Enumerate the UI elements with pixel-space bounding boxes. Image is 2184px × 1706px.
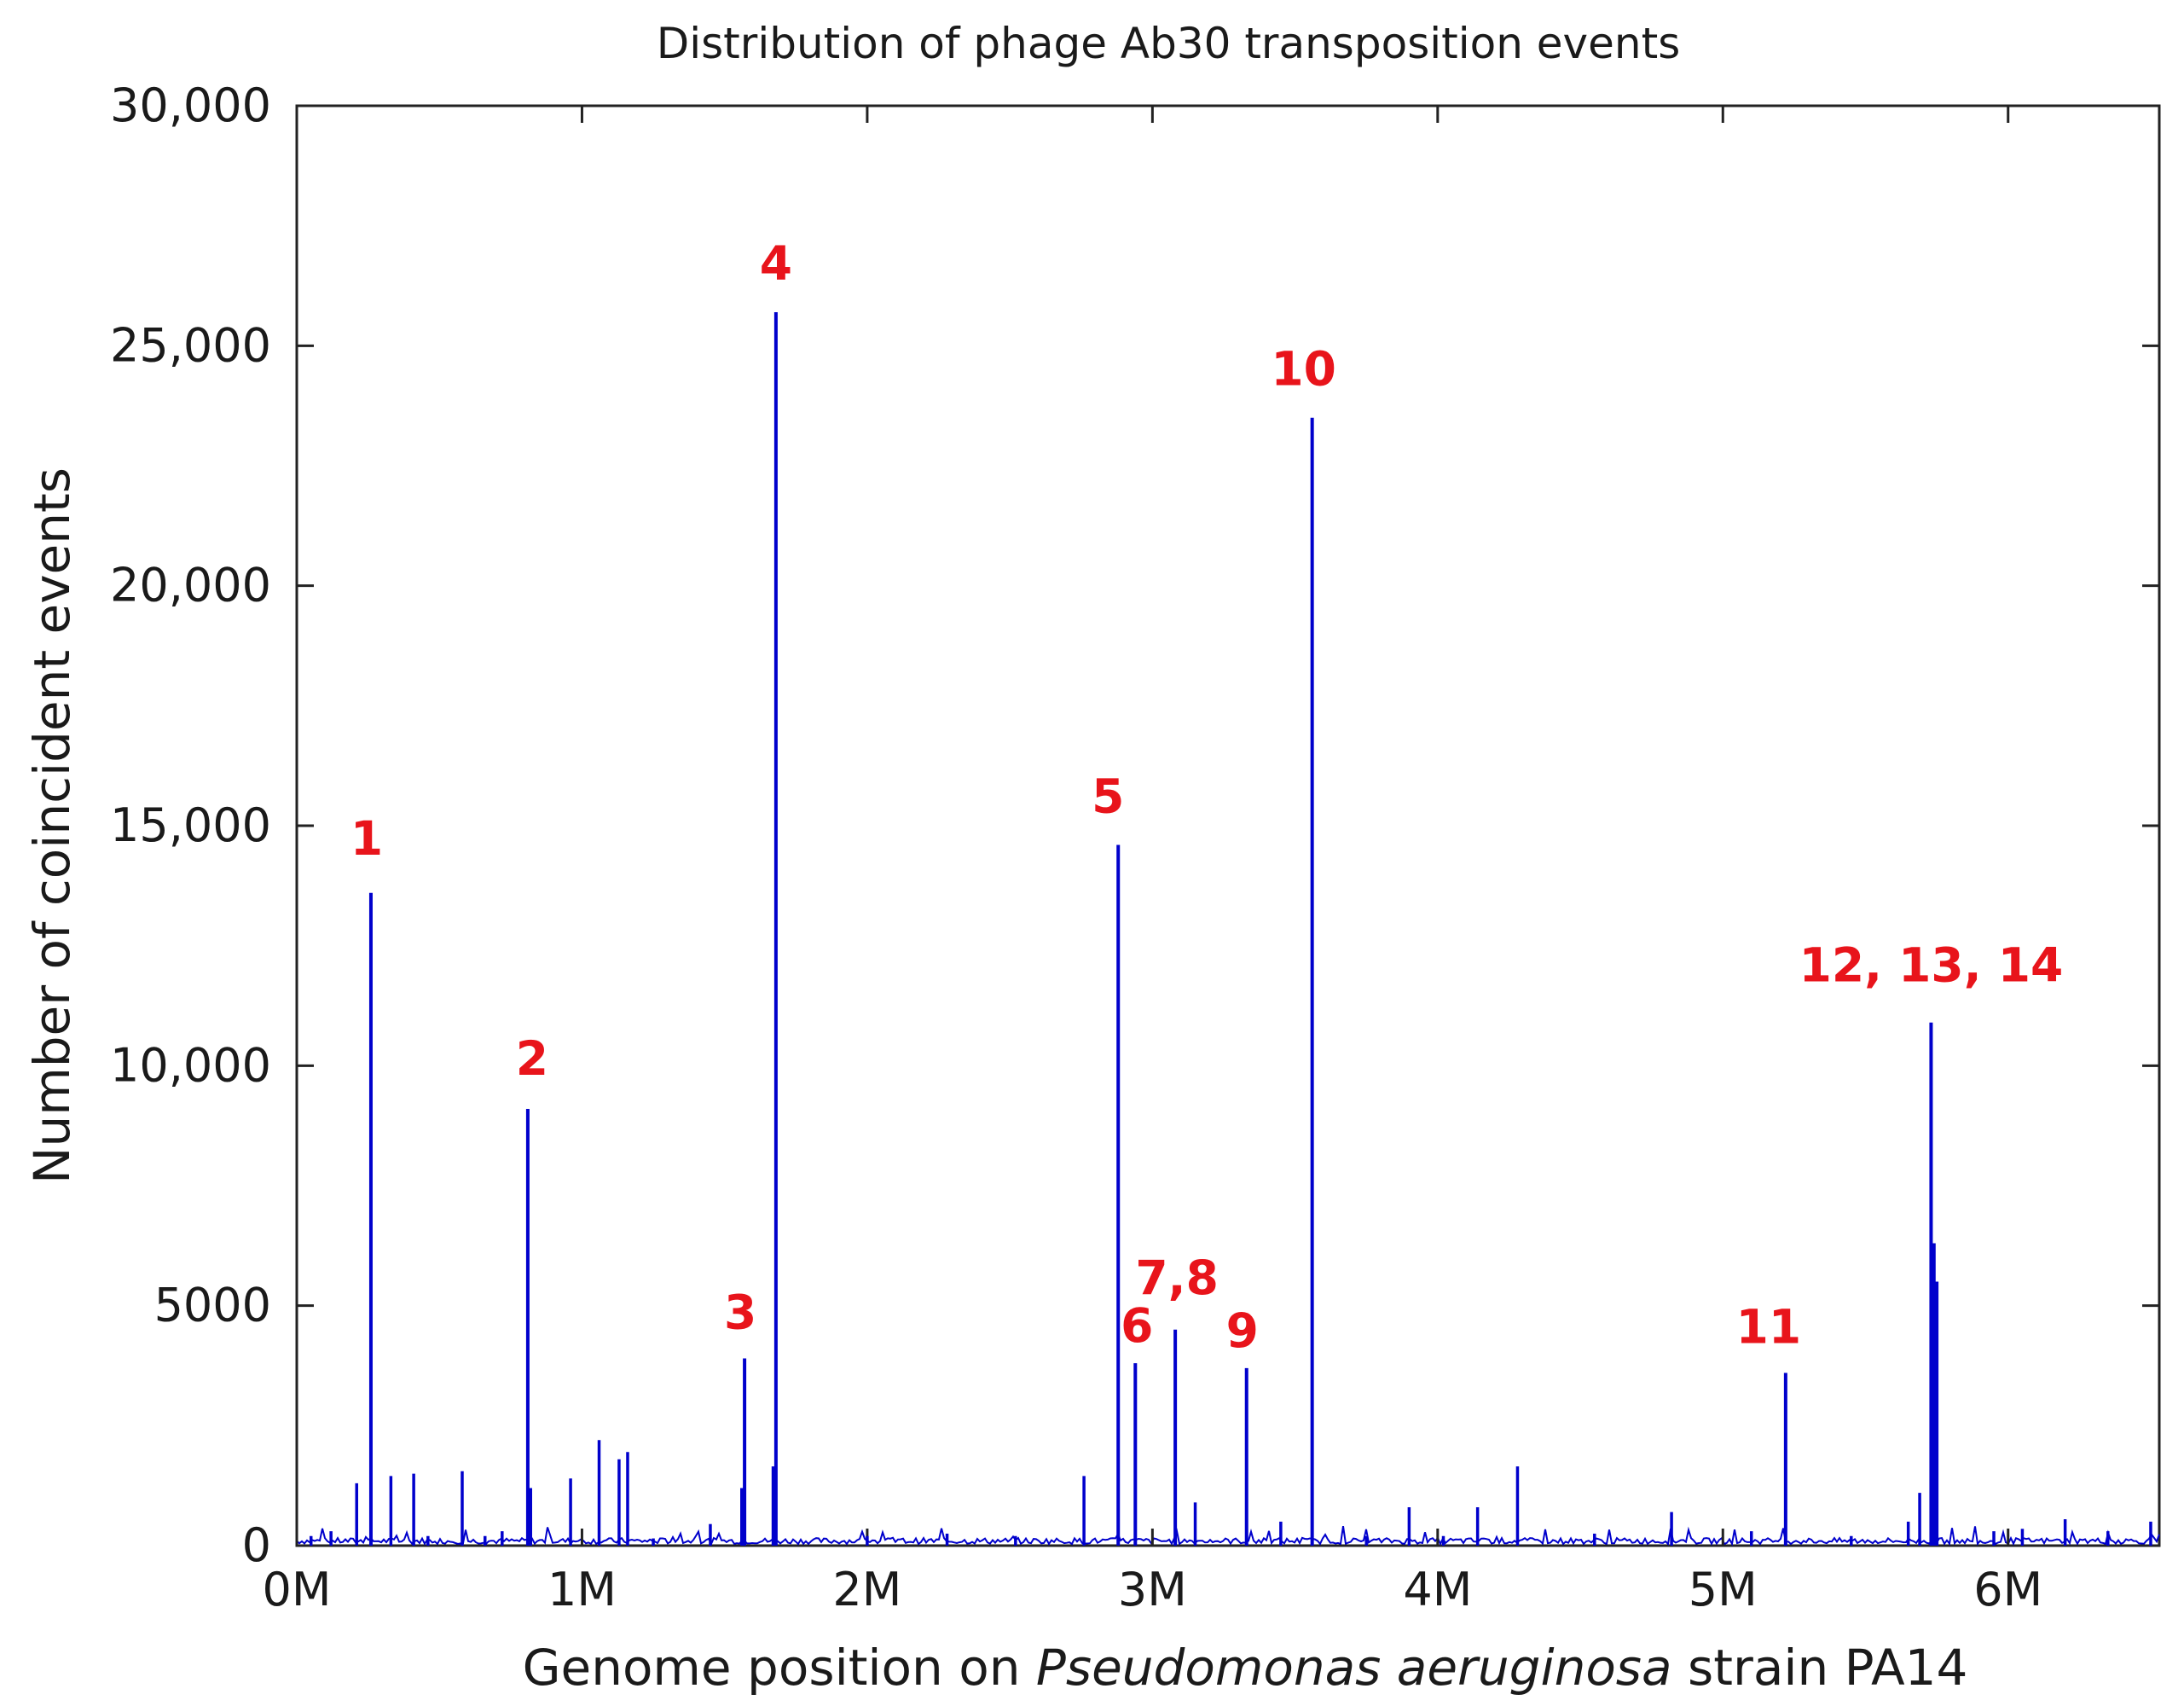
peak-label-4: 5 (1092, 769, 1124, 824)
x-tick-label-1: 1M (547, 1563, 617, 1616)
x-tick-label-6: 6M (1973, 1563, 2042, 1616)
peak-label-9: 11 (1736, 1299, 1802, 1354)
peak-annotations: 1 2 3 4 5 67,89 10 11 12, 13, 14 (350, 236, 2063, 1358)
y-tick-label-1: 5000 (154, 1279, 271, 1332)
peak-label-8: 10 (1271, 342, 1336, 397)
x-axis-title-species: Pseudomonas aeruginosa (1036, 1639, 1672, 1697)
peak-label-6: 7,8 (1135, 1250, 1218, 1305)
y-tick-label-6: 30,000 (110, 78, 271, 132)
y-tick-label-3: 15,000 (110, 798, 271, 852)
x-tick-label-4: 4M (1403, 1563, 1472, 1616)
x-tick-label-0: 0M (263, 1563, 332, 1616)
event-bars (309, 311, 2152, 1546)
x-axis-title-prefix: Genome position on (523, 1639, 1036, 1697)
y-tick-label-2: 10,000 (110, 1038, 271, 1092)
plot-area: 0 5000 10,000 15,000 20,000 25,000 30,000 0M 1M… (110, 78, 2161, 1616)
peak-label-5: 6 (1121, 1298, 1153, 1353)
x-tick-label-2: 2M (832, 1563, 901, 1616)
y-tick-label-5: 25,000 (110, 318, 271, 372)
peak-label-2: 3 (724, 1285, 756, 1340)
peak-label-0: 1 (350, 811, 383, 866)
peak-label-3: 4 (760, 236, 792, 291)
baseline-noise-trace (296, 1526, 2160, 1546)
x-axis-ticks: 0M 1M 2M 3M 4M 5M 6M (263, 106, 2042, 1616)
y-tick-label-4: 20,000 (110, 559, 271, 612)
x-tick-label-3: 3M (1118, 1563, 1187, 1616)
chart-title: Distribution of phage Ab30 transposition… (657, 19, 1681, 68)
y-axis-title: Number of coincident events (23, 467, 81, 1184)
x-axis-title: Genome position on Pseudomonas aeruginos… (523, 1639, 1968, 1697)
x-axis-title-suffix: strain PA14 (1672, 1639, 1968, 1697)
peak-label-7: 9 (1226, 1303, 1259, 1358)
y-tick-label-0: 0 (242, 1518, 271, 1572)
noise-baseline (296, 1526, 2160, 1546)
y-axis-ticks: 0 5000 10,000 15,000 20,000 25,000 30,000 (110, 78, 2159, 1572)
x-tick-label-5: 5M (1689, 1563, 1758, 1616)
peak-label-1: 2 (516, 1031, 548, 1086)
peak-label-10: 12, 13, 14 (1799, 938, 2064, 993)
